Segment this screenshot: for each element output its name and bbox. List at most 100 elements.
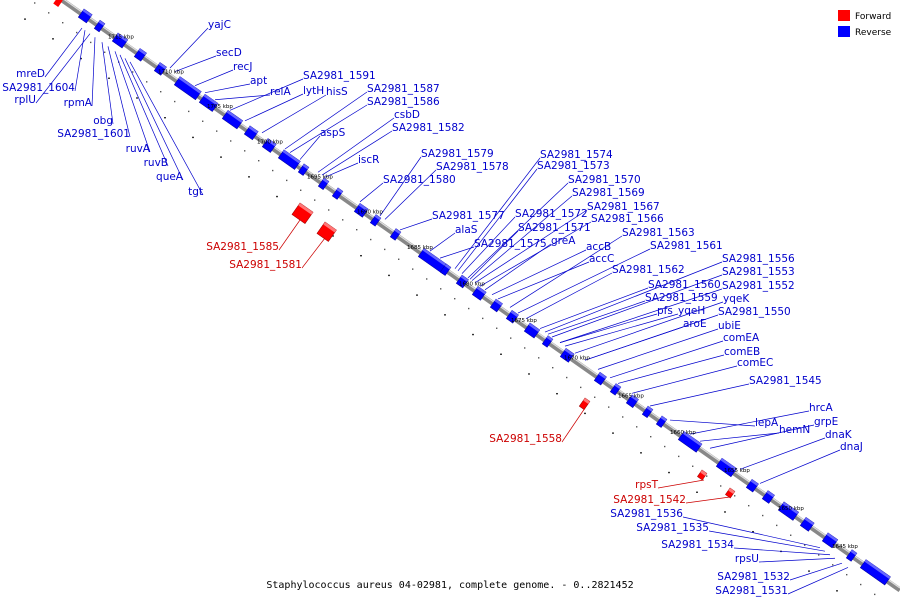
gene-label-sa2981-1566[interactable]: SA2981_1566 (591, 213, 664, 225)
gene-label-sa2981-1580[interactable]: SA2981_1580 (383, 174, 456, 186)
gene-label-comeb[interactable]: comEB (724, 346, 760, 358)
gene-label-sa2981-1552[interactable]: SA2981_1552 (722, 280, 795, 292)
gene-label-csbd[interactable]: csbD (394, 109, 420, 121)
gene-label-yajc[interactable]: yajC (208, 19, 231, 31)
gene-label-sa2981-1535[interactable]: SA2981_1535 (636, 522, 709, 534)
gene-label-secd[interactable]: secD (216, 47, 242, 59)
gene-label-accb[interactable]: accB (586, 241, 611, 253)
gene-label-sa2981-1577[interactable]: SA2981_1577 (432, 210, 505, 222)
gene-label-rpst[interactable]: rpsT (635, 479, 658, 491)
gene-label-sa2981-1578[interactable]: SA2981_1578 (436, 161, 509, 173)
gene-label-sa2981-1585[interactable]: SA2981_1585 (206, 241, 279, 253)
gene-label-alas[interactable]: alaS (455, 224, 478, 236)
gene-label-comea[interactable]: comEA (723, 332, 760, 344)
forward-gene-block (291, 202, 314, 225)
track-dot (174, 100, 176, 103)
gene-label-pfs[interactable]: pfs (657, 305, 673, 317)
gene-label-apt[interactable]: apt (250, 75, 267, 87)
gene-label-sa2981-1561[interactable]: SA2981_1561 (650, 240, 723, 252)
gene-label-sa2981-1572[interactable]: SA2981_1572 (515, 208, 588, 220)
gene-label-comec[interactable]: comEC (737, 357, 773, 369)
gene-label-sa2981-1532[interactable]: SA2981_1532 (717, 571, 790, 583)
label-leader-sa2981-1552 (559, 288, 723, 343)
label-leader-yqeh (564, 313, 679, 347)
gene-label-sa2981-1542[interactable]: SA2981_1542 (613, 494, 686, 506)
gene-label-rpma[interactable]: rpmA (64, 97, 93, 109)
gene-label-recj[interactable]: recJ (233, 61, 252, 73)
gene-label-quea[interactable]: queA (156, 171, 184, 183)
gene-label-sa2981-1567[interactable]: SA2981_1567 (587, 201, 660, 213)
gene-label-sa2981-1581[interactable]: SA2981_1581 (229, 259, 302, 271)
track-dash (332, 235, 334, 237)
track-dash (836, 590, 838, 592)
gene-label-rela[interactable]: relA (270, 86, 291, 98)
gene-label-sa2981-1573[interactable]: SA2981_1573 (537, 160, 610, 172)
kbp-tick-label: 1715 kbp (108, 34, 134, 40)
gene-label-iscr[interactable]: iscR (358, 154, 379, 166)
reverse-gene-block (859, 559, 891, 586)
kbp-tick-label: 1685 kbp (407, 245, 433, 251)
gene-label-sa2981-1569[interactable]: SA2981_1569 (572, 187, 645, 199)
gene-label-sa2981-1570[interactable]: SA2981_1570 (568, 174, 641, 186)
gene-label-sa2981-1553[interactable]: SA2981_1553 (722, 266, 795, 278)
gene-label-rpsu[interactable]: rpsU (735, 553, 759, 565)
gene-label-sa2981-1556[interactable]: SA2981_1556 (722, 253, 795, 265)
gene-label-rplu[interactable]: rplU (14, 94, 36, 106)
gene-label-sa2981-1604[interactable]: SA2981_1604 (2, 82, 75, 94)
gene-label-lepa[interactable]: lepA (755, 417, 779, 429)
gene-label-sa2981-1571[interactable]: SA2981_1571 (518, 222, 591, 234)
gene-label-dnaj[interactable]: dnaJ (840, 441, 863, 453)
reverse-gene-block (761, 490, 775, 504)
gene-label-hemn[interactable]: hemN (779, 424, 810, 436)
gene-label-yqeh[interactable]: yqeH (678, 305, 705, 317)
gene-label-sa2981-1574[interactable]: SA2981_1574 (540, 149, 613, 161)
track-dot (678, 455, 680, 458)
gene-label-ubie[interactable]: ubiE (718, 320, 741, 332)
gene-label-sa2981-1558[interactable]: SA2981_1558 (489, 433, 562, 445)
gene-label-sa2981-1563[interactable]: SA2981_1563 (622, 227, 695, 239)
gene-label-sa2981-1560[interactable]: SA2981_1560 (648, 279, 721, 291)
gene-label-obg[interactable]: obg (93, 115, 113, 127)
gene-label-grpe[interactable]: grpE (814, 416, 838, 428)
label-leader-rpma (91, 37, 96, 107)
gene-label-sa2981-1562[interactable]: SA2981_1562 (612, 264, 685, 276)
gene-label-sa2981-1531[interactable]: SA2981_1531 (715, 585, 788, 597)
gene-label-sa2981-1579[interactable]: SA2981_1579 (421, 148, 494, 160)
label-leader-sa2981-1536 (682, 516, 821, 549)
gene-label-dnak[interactable]: dnaK (825, 429, 853, 441)
gene-label-tgt[interactable]: tgt (188, 186, 203, 198)
track-dash (248, 176, 250, 178)
track-dot (328, 209, 330, 211)
gene-label-hrca[interactable]: hrcA (809, 402, 834, 414)
track-dot (804, 544, 806, 546)
gene-label-sa2981-1586[interactable]: SA2981_1586 (367, 96, 440, 108)
gene-label-ruvb[interactable]: ruvB (144, 157, 168, 169)
gene-label-asps[interactable]: aspS (320, 127, 346, 139)
gene-label-sa2981-1587[interactable]: SA2981_1587 (367, 83, 440, 95)
gene-label-sa2981-1545[interactable]: SA2981_1545 (749, 375, 822, 387)
gene-label-accc[interactable]: accC (589, 253, 614, 265)
track-dot (258, 159, 260, 162)
gene-label-sa2981-1559[interactable]: SA2981_1559 (645, 292, 718, 304)
gene-label-lyth[interactable]: lytH (303, 85, 324, 97)
track-dash (640, 452, 642, 454)
gene-label-sa2981-1550[interactable]: SA2981_1550 (718, 306, 791, 318)
label-leader-hiss (261, 94, 327, 134)
gene-label-sa2981-1536[interactable]: SA2981_1536 (610, 508, 683, 520)
gene-label-yqek[interactable]: yqeK (723, 293, 750, 305)
gene-label-sa2981-1534[interactable]: SA2981_1534 (661, 539, 734, 551)
gene-label-ruva[interactable]: ruvA (126, 143, 151, 155)
gene-label-mred[interactable]: mreD (16, 68, 45, 80)
reverse-gene-block (777, 501, 800, 521)
label-leader-secd (174, 55, 217, 72)
track-dot (482, 317, 484, 320)
label-leader-rpst (657, 479, 705, 489)
gene-label-sa2981-1591[interactable]: SA2981_1591 (303, 70, 376, 82)
gene-label-grea[interactable]: greA (551, 235, 576, 247)
gene-label-sa2981-1575[interactable]: SA2981_1575 (474, 238, 547, 250)
gene-label-aroe[interactable]: aroE (683, 318, 707, 330)
gene-label-hiss[interactable]: hisS (326, 86, 348, 98)
gene-label-sa2981-1601[interactable]: SA2981_1601 (57, 128, 130, 140)
gene-label-sa2981-1582[interactable]: SA2981_1582 (392, 122, 465, 134)
